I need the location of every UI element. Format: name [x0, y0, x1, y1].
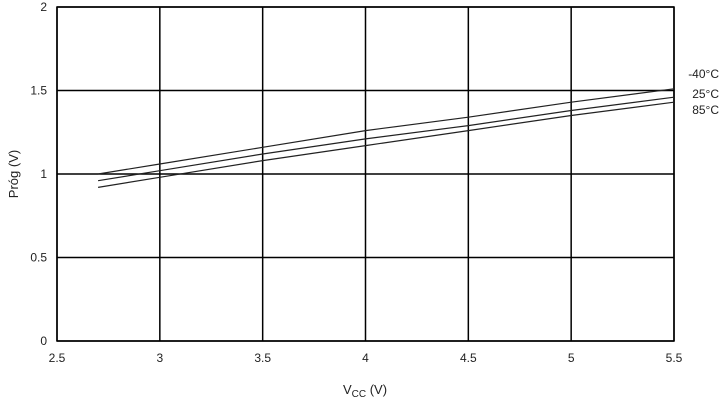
x-tick-label: 4: [362, 351, 369, 365]
x-tick-label: 5.5: [666, 351, 683, 365]
legend: -40°C 25°C 85°C: [688, 67, 719, 117]
legend-label: 85°C: [692, 103, 719, 117]
y-axis-label: Próg (V): [6, 150, 21, 198]
y-tick-label: 1: [40, 167, 47, 181]
legend-label: -40°C: [688, 67, 719, 81]
x-tick-label: 5: [568, 351, 575, 365]
x-tick-label: 4.5: [460, 351, 477, 365]
y-tick-label: 0: [40, 334, 47, 348]
x-tick-label: 2.5: [49, 351, 66, 365]
x-axis-label: VCC (V): [343, 382, 387, 400]
series-line: [98, 88, 675, 175]
x-tick-label: 3: [156, 351, 163, 365]
x-axis-ticks: 2.5 3 3.5 4 4.5 5 5.5: [49, 351, 683, 365]
y-axis-ticks: 0 0.5 1 1.5 2: [30, 0, 47, 348]
series-line: [98, 101, 675, 188]
x-tick-label: 3.5: [254, 351, 271, 365]
legend-label: 25°C: [692, 87, 719, 101]
series-lines: [98, 88, 675, 188]
series-line: [98, 96, 675, 182]
y-tick-label: 2: [40, 0, 47, 14]
y-tick-label: 0.5: [30, 251, 47, 265]
grid: [56, 6, 675, 342]
y-tick-label: 1.5: [30, 84, 47, 98]
